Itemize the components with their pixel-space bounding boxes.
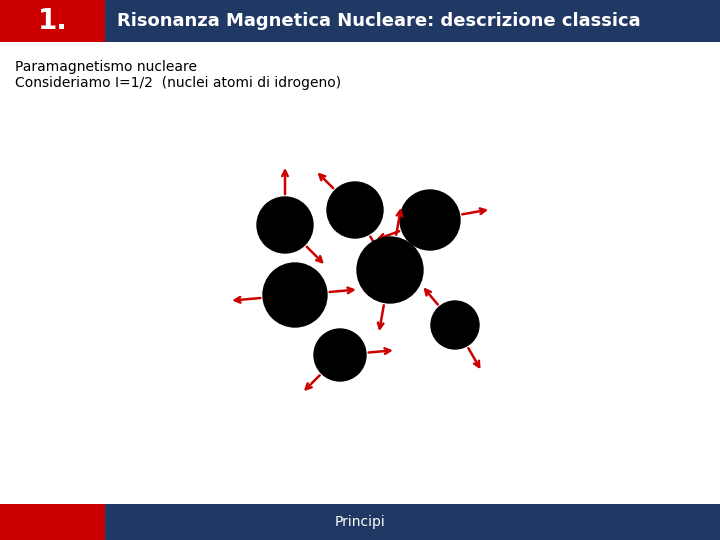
Circle shape (257, 197, 313, 253)
Circle shape (327, 182, 383, 238)
Bar (105, 504, 720, 540)
Circle shape (357, 237, 423, 303)
Bar (0, 0, 105, 42)
Bar (0, 504, 105, 540)
Circle shape (314, 329, 366, 381)
Text: 1.: 1. (37, 7, 68, 35)
Text: Consideriamo I=1/2  (nuclei atomi di idrogeno): Consideriamo I=1/2 (nuclei atomi di idro… (15, 76, 341, 90)
Circle shape (400, 190, 460, 250)
Text: Principi: Principi (335, 515, 385, 529)
Circle shape (263, 263, 327, 327)
Circle shape (431, 301, 479, 349)
Text: Paramagnetismo nucleare: Paramagnetismo nucleare (15, 60, 197, 74)
Text: Risonanza Magnetica Nucleare: descrizione classica: Risonanza Magnetica Nucleare: descrizion… (117, 12, 641, 30)
Bar (105, 0, 720, 42)
